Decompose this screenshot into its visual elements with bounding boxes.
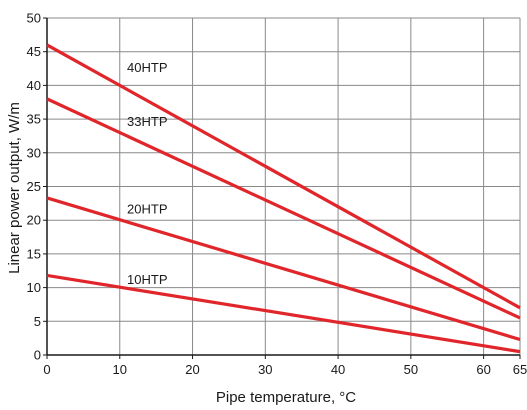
- series-label-10htp: 10HTP: [127, 272, 167, 287]
- axes: [43, 17, 521, 359]
- y-tick-label: 40: [27, 78, 41, 93]
- y-tick-label: 25: [27, 179, 41, 194]
- series-lines: [46, 43, 521, 354]
- x-tick-label: 0: [43, 362, 50, 377]
- y-tick-label: 45: [27, 44, 41, 59]
- y-tick-labels: 0 5 10 15 20 25 30 35 40 45 50: [27, 11, 41, 363]
- series-label-33htp: 33HTP: [127, 114, 167, 129]
- series-line-10htp: [46, 273, 521, 354]
- series-labels: 40HTP 33HTP 20HTP 10HTP: [127, 60, 167, 287]
- y-tick-label: 50: [27, 11, 41, 26]
- x-axis-label: Pipe temperature, °C: [216, 389, 356, 406]
- y-tick-label: 20: [27, 213, 41, 228]
- series-label-20htp: 20HTP: [127, 201, 167, 216]
- series-label-40htp: 40HTP: [127, 60, 167, 75]
- y-tick-label: 0: [34, 348, 41, 363]
- series-line-20htp: [46, 196, 521, 342]
- x-tick-labels: 0 10 20 30 40 50 60 65: [43, 362, 527, 377]
- x-tick-label: 65: [513, 362, 527, 377]
- x-tick-label: 40: [331, 362, 345, 377]
- series-line-40htp: [46, 43, 521, 310]
- y-tick-label: 35: [27, 112, 41, 127]
- y-tick-label: 10: [27, 280, 41, 295]
- y-axis-label: Linear power output, W/m: [6, 102, 23, 274]
- x-tick-label: 50: [404, 362, 418, 377]
- x-tick-label: 10: [113, 362, 127, 377]
- gridlines: [47, 17, 521, 355]
- x-tick-label: 20: [185, 362, 199, 377]
- x-tick-label: 60: [476, 362, 490, 377]
- x-tick-label: 30: [258, 362, 272, 377]
- y-tick-label: 15: [27, 246, 41, 261]
- series-line-33htp: [46, 97, 521, 320]
- y-tick-label: 30: [27, 145, 41, 160]
- y-tick-label: 5: [34, 314, 41, 329]
